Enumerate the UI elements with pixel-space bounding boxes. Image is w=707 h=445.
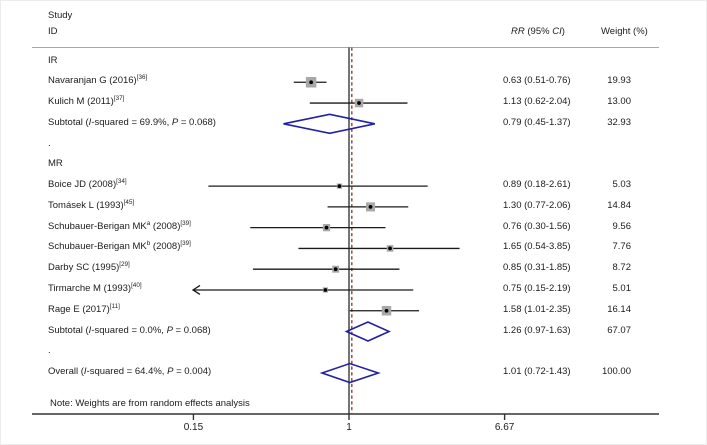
effect-point bbox=[388, 246, 392, 251]
spacer-dot: . bbox=[48, 137, 51, 149]
weight-value: 67.07 bbox=[607, 324, 631, 336]
effect-point bbox=[384, 308, 389, 313]
rr-ci-value: 1.30 (0.77-2.06) bbox=[503, 199, 571, 211]
ci-clip-arrow bbox=[191, 284, 201, 296]
study-label: Schubauer-Berigan MKa (2008)[39] bbox=[48, 219, 191, 232]
rr-ci-value: 0.79 (0.45-1.37) bbox=[503, 116, 571, 128]
axis-tick-label: 0.15 bbox=[183, 422, 204, 433]
effect-point bbox=[323, 288, 328, 292]
study-label: Rage E (2017)[11] bbox=[48, 302, 120, 315]
rr-ci-value: 1.65 (0.54-3.85) bbox=[503, 241, 571, 253]
study-label: Subtotal (I-squared = 0.0%, P = 0.068) bbox=[48, 324, 211, 336]
rr-ci-value: 0.85 (0.31-1.85) bbox=[503, 262, 571, 274]
subtotal-diamond bbox=[344, 321, 392, 342]
subtotal-diamond bbox=[283, 113, 375, 135]
rr-ci-value: 1.01 (0.72-1.43) bbox=[503, 366, 571, 378]
weights-note: Note: Weights are from random effects an… bbox=[50, 398, 250, 409]
rr-ci-value: 1.13 (0.62-2.04) bbox=[503, 96, 571, 108]
weight-value: 19.93 bbox=[607, 75, 631, 87]
column-header-study: Study bbox=[48, 10, 73, 21]
group-label: MR bbox=[48, 158, 63, 170]
overall-diamond bbox=[319, 362, 381, 384]
column-header-id: ID bbox=[48, 26, 58, 37]
weight-value: 5.01 bbox=[612, 282, 632, 294]
study-label: Boice JD (2008)[34] bbox=[48, 178, 127, 191]
effect-point bbox=[324, 225, 329, 230]
rr-ci-value: 0.63 (0.51-0.76) bbox=[503, 75, 571, 87]
study-label: Tomásek L (1993)[45] bbox=[48, 198, 135, 211]
weight-value: 32.93 bbox=[607, 116, 631, 128]
effect-point bbox=[309, 80, 314, 85]
study-label: Schubauer-Berigan MKb (2008)[39] bbox=[48, 240, 191, 253]
study-label: Tirmarche M (1993)[40] bbox=[48, 281, 142, 294]
weight-value: 14.84 bbox=[607, 199, 631, 211]
axis-tick-label: 6.67 bbox=[494, 422, 515, 433]
column-header-weight: Weight (%) bbox=[601, 26, 648, 37]
rr-ci-value: 1.58 (1.01-2.35) bbox=[503, 303, 571, 315]
weight-value: 8.72 bbox=[612, 262, 632, 274]
spacer-dot: . bbox=[48, 345, 51, 357]
rr-ci-value: 1.26 (0.97-1.63) bbox=[503, 324, 571, 336]
rr-ci-value: 0.89 (0.18-2.61) bbox=[503, 179, 571, 191]
rr-ci-value: 0.76 (0.30-1.56) bbox=[503, 220, 571, 232]
weight-value: 5.03 bbox=[612, 179, 632, 191]
effect-point bbox=[368, 204, 373, 209]
study-label: Subtotal (I-squared = 69.9%, P = 0.068) bbox=[48, 116, 216, 128]
weight-value: 100.00 bbox=[601, 366, 631, 378]
axis-tick-label: 1 bbox=[346, 422, 352, 433]
study-label: Kulich M (2011)[37] bbox=[48, 95, 125, 108]
weight-value: 9.56 bbox=[612, 220, 632, 232]
rr-ci-value: 0.75 (0.15-2.19) bbox=[503, 282, 571, 294]
effect-point bbox=[357, 101, 361, 105]
weight-value: 16.14 bbox=[607, 303, 631, 315]
effect-point bbox=[333, 267, 338, 272]
weight-value: 13.00 bbox=[607, 96, 631, 108]
study-label: Navaranjan G (2016)[36] bbox=[48, 74, 148, 87]
effect-point bbox=[337, 184, 342, 189]
column-header-rr-ci: RR (95% CI) bbox=[511, 26, 565, 37]
weight-value: 7.76 bbox=[612, 241, 632, 253]
study-label: Overall (I-squared = 64.4%, P = 0.004) bbox=[48, 366, 212, 378]
group-label: IR bbox=[48, 54, 58, 66]
study-label: Darby SC (1995)[29] bbox=[48, 261, 130, 274]
